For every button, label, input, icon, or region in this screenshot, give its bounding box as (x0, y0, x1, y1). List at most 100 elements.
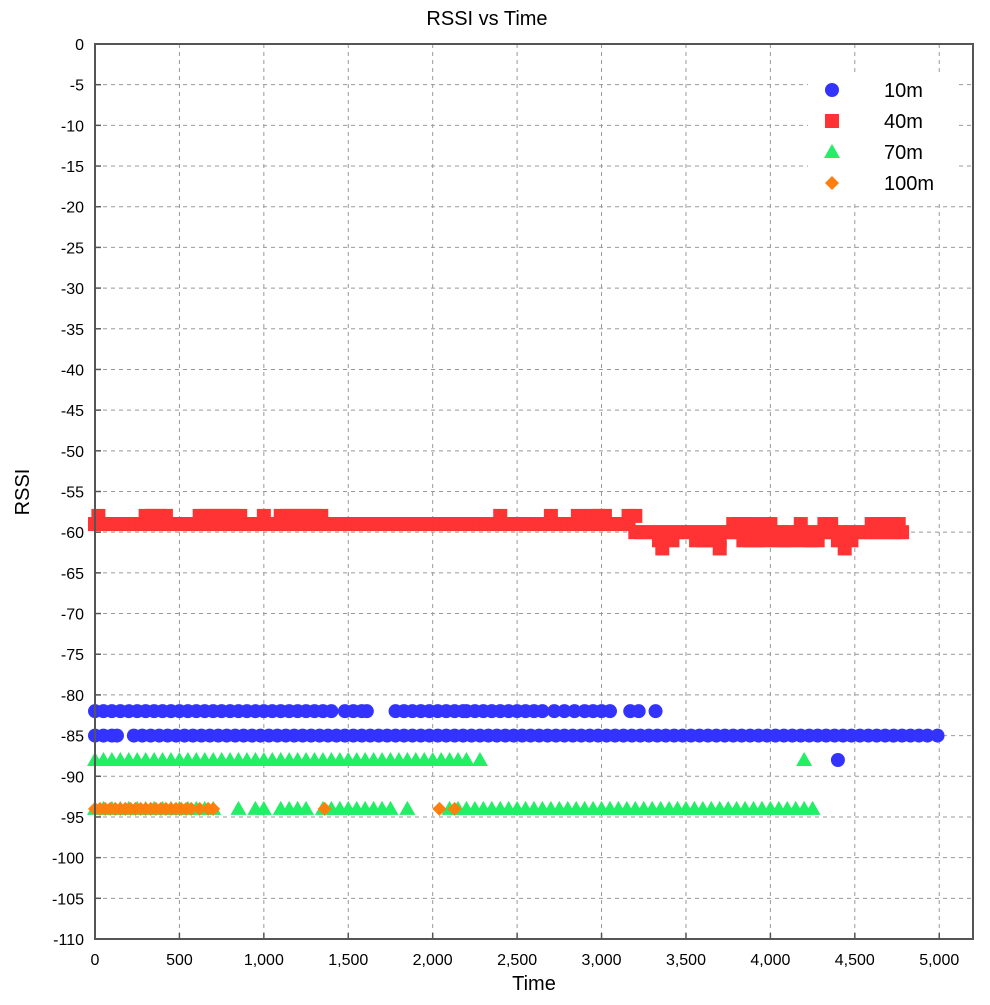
series-100m (88, 801, 462, 816)
data-point-40m (543, 508, 558, 523)
data-point-40m (810, 533, 825, 548)
y-tick-label: -30 (61, 281, 84, 298)
y-tick-label: -20 (61, 200, 84, 217)
data-point-40m (493, 508, 508, 523)
data-point-10m (602, 704, 617, 719)
data-point-70m (382, 800, 399, 815)
series-10m (88, 704, 945, 767)
data-point-40m (314, 508, 329, 523)
legend: 10m 40m 70m 100m (808, 72, 958, 202)
data-point-40m (756, 533, 771, 548)
y-tick-label: -45 (61, 403, 84, 420)
data-point-70m (458, 752, 475, 766)
data-point-40m (824, 517, 839, 532)
data-point-10m (324, 704, 339, 719)
legend-marker-100m (825, 176, 839, 190)
data-point-10m (920, 728, 935, 743)
data-point-40m (597, 508, 612, 523)
data-point-100m (447, 801, 462, 816)
x-tick-label: 1,000 (244, 952, 284, 969)
x-tick-label: 0 (91, 952, 100, 969)
y-tick-label: -110 (53, 932, 84, 949)
y-tick-label: -100 (52, 851, 84, 868)
y-tick-label: -40 (61, 362, 84, 379)
plot-frame (94, 43, 974, 940)
data-point-10m (359, 704, 374, 719)
data-point-40m (158, 508, 173, 523)
data-point-70m (471, 752, 488, 766)
y-tick-layer: 0 -5 -10 -15 -20 -25 -30 -35 -40 -45 -50 -55 -60 -65 -… (52, 37, 101, 949)
y-tick-label: -60 (61, 525, 84, 542)
data-point-10m (547, 704, 562, 719)
x-tick-label: 4,500 (835, 952, 875, 969)
y-tick-label: -75 (61, 647, 84, 664)
x-tick-layer: 0 500 1,000 1,500 2,000 2,500 3,000 3,500 4,000 4… (91, 933, 959, 969)
y-tick-label: 0 (75, 37, 84, 54)
y-tick-label: -5 (70, 78, 84, 95)
data-point-40m (256, 508, 271, 523)
y-tick-label: -25 (61, 240, 84, 257)
points-layer (87, 508, 945, 816)
x-tick-label: 5,000 (919, 952, 959, 969)
grid-layer (94, 43, 973, 940)
data-point-10m (535, 704, 550, 719)
legend-label-10m: 10m (884, 80, 923, 102)
data-point-70m (796, 752, 813, 766)
y-tick-label: -105 (52, 891, 84, 908)
y-tick-label: -35 (61, 322, 84, 339)
data-point-100m (206, 801, 221, 816)
data-point-10m (830, 753, 845, 767)
chart-title: RSSI vs Time (426, 8, 547, 30)
y-tick-label: -80 (61, 688, 84, 705)
x-axis-label: Time (512, 973, 556, 995)
series-70m (87, 752, 821, 815)
legend-label-100m: 100m (884, 173, 934, 195)
legend-label-70m: 70m (884, 142, 923, 164)
x-tick-label: 2,500 (497, 952, 537, 969)
data-point-10m (557, 704, 572, 719)
data-point-10m (631, 704, 646, 719)
legend-marker-10m (825, 83, 839, 97)
data-point-100m (432, 801, 447, 816)
x-tick-label: 4,000 (750, 952, 790, 969)
data-point-40m (783, 533, 798, 548)
data-point-40m (233, 508, 248, 523)
y-axis-label: RSSI (12, 469, 34, 516)
x-tick-label: 3,000 (582, 952, 622, 969)
data-point-70m (399, 800, 416, 815)
x-tick-label: 3,500 (666, 952, 706, 969)
data-point-10m (930, 728, 945, 743)
y-tick-label: -95 (61, 810, 84, 827)
x-tick-label: 2,000 (413, 952, 453, 969)
data-point-100m (192, 801, 207, 816)
data-point-40m (793, 517, 808, 532)
y-tick-label: -70 (61, 607, 84, 624)
y-tick-label: -15 (61, 159, 84, 176)
data-point-40m (763, 517, 778, 532)
data-point-40m (655, 541, 670, 556)
data-point-70m (230, 800, 247, 815)
x-tick-label: 1,500 (328, 952, 368, 969)
y-tick-label: -65 (61, 566, 84, 583)
data-point-40m (837, 541, 852, 556)
data-point-10m (567, 704, 582, 719)
y-tick-label: -10 (61, 118, 84, 135)
y-tick-label: -50 (61, 444, 84, 461)
data-point-40m (628, 508, 643, 523)
data-point-40m (91, 508, 106, 523)
legend-marker-40m (825, 114, 839, 128)
data-point-100m (317, 801, 332, 816)
data-point-40m (891, 517, 906, 532)
legend-label-40m: 40m (884, 111, 923, 133)
y-tick-label: -90 (61, 769, 84, 786)
data-point-70m (804, 800, 821, 815)
data-point-40m (570, 508, 585, 523)
data-point-100m (184, 801, 199, 816)
data-point-70m (255, 800, 272, 815)
x-tick-label: 500 (166, 952, 193, 969)
y-tick-label: -85 (61, 729, 84, 746)
data-point-10m (109, 728, 124, 743)
data-point-10m (648, 704, 663, 719)
